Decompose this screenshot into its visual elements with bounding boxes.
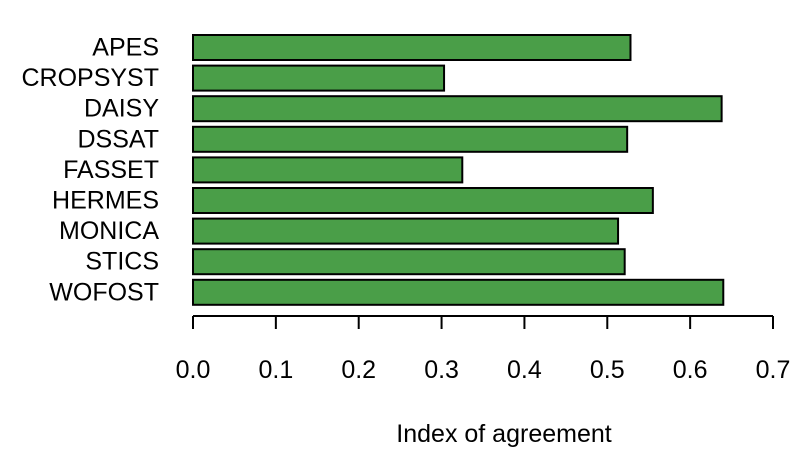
category-label-stics: STICS [85,248,159,276]
bar-dssat [192,125,629,153]
bar-daisy [192,95,723,123]
x-axis-title: Index of agreement [396,420,611,448]
x-axis: 0.0 0.1 0.2 0.3 0.4 0.5 0.6 0.7 [176,315,791,384]
category-label-hermes: HERMES [52,187,159,215]
category-label-dssat: DSSAT [78,125,160,153]
x-tick-label-0.6: 0.6 [673,356,708,384]
x-tick-label-0.4: 0.4 [507,356,542,384]
x-tick-label-0.5: 0.5 [590,356,625,384]
x-tick-label-0.1: 0.1 [258,356,293,384]
category-label-cropsyst: CROPSYST [21,64,159,92]
category-label-wofost: WOFOST [49,278,159,306]
bars-layer [192,34,725,306]
bar-apes [192,34,632,61]
x-tick-label-0.3: 0.3 [424,356,459,384]
x-tick-label-0.0: 0.0 [176,356,211,384]
bar-fasset [192,156,464,184]
category-label-fasset: FASSET [63,156,159,184]
bar-monica [192,217,620,245]
x-tick-label-0.7: 0.7 [756,356,791,384]
bar-cropsyst [192,64,446,92]
category-label-apes: APES [92,34,159,62]
category-label-monica: MONICA [59,217,159,245]
category-label-daisy: DAISY [84,95,159,123]
bar-stics [192,248,626,276]
bar-wofost [192,278,725,306]
bar-hermes [192,187,654,214]
x-tick-label-0.2: 0.2 [341,356,376,384]
